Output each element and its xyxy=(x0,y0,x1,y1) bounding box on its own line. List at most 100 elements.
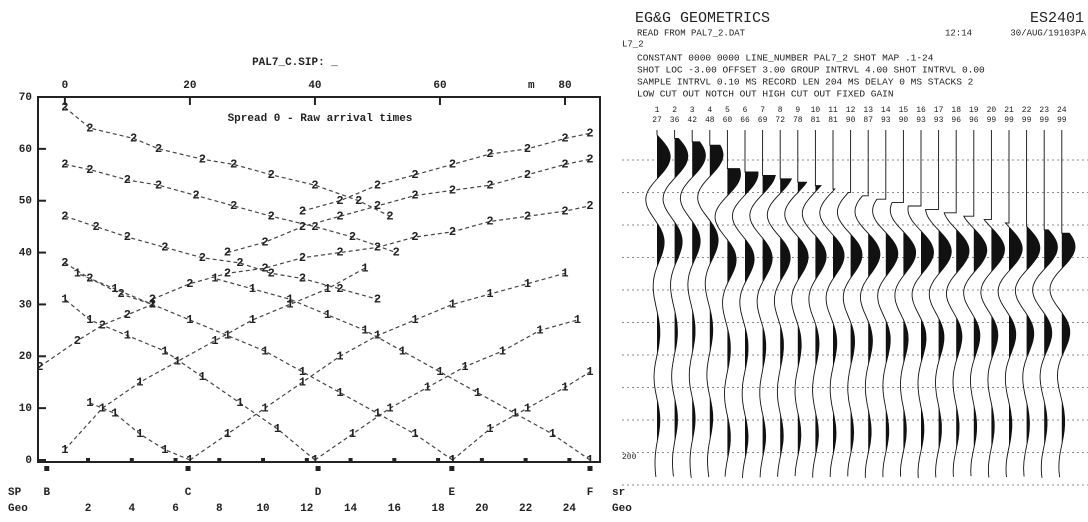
arrival-line xyxy=(452,371,591,461)
arrival-marker: 2 xyxy=(449,225,456,239)
arrival-marker: 2 xyxy=(524,209,531,223)
arrival-marker: 1 xyxy=(224,329,231,343)
trace-fill xyxy=(762,175,776,478)
arrival-marker: 1 xyxy=(461,360,468,374)
arrival-marker: 1 xyxy=(449,453,456,467)
arrival-marker: 1 xyxy=(124,329,131,343)
channel-number: 16 xyxy=(916,106,926,115)
channel-gain: 99 xyxy=(1039,116,1049,125)
x-tick-label: 80 xyxy=(558,80,571,92)
arrival-marker: 2 xyxy=(261,235,268,249)
source: READ FROM PAL7_2.DAT xyxy=(637,28,746,38)
arrival-marker: 2 xyxy=(486,215,493,229)
trace xyxy=(731,130,759,478)
geophone-tick xyxy=(523,458,528,462)
trace xyxy=(679,130,706,478)
channel-gain: 99 xyxy=(1004,116,1014,125)
shot-marker xyxy=(44,466,50,471)
arrival-line xyxy=(152,205,591,300)
brand: EG&G GEOMETRICS xyxy=(635,10,770,27)
time-label: 200 xyxy=(622,453,637,462)
channel-gain: 99 xyxy=(987,116,997,125)
channel-gain: 96 xyxy=(969,116,979,125)
arrival-marker: 1 xyxy=(536,324,543,338)
trace-fill xyxy=(709,145,723,478)
channel-gain: 72 xyxy=(775,116,785,125)
date: 30/AUG/19103PA xyxy=(1010,28,1086,38)
arrival-marker: 1 xyxy=(336,386,343,400)
channel-number: 20 xyxy=(987,106,997,115)
channel-number: 22 xyxy=(1022,106,1032,115)
arrival-line xyxy=(227,158,591,254)
trace xyxy=(784,130,809,477)
arrival-marker: 1 xyxy=(99,401,106,415)
arrival-marker: 2 xyxy=(311,178,318,192)
trace-fill xyxy=(991,219,1005,478)
arrival-marker: 1 xyxy=(586,453,593,467)
arrival-marker: 1 xyxy=(274,422,281,436)
arrival-line xyxy=(77,272,453,461)
channel-number: 2 xyxy=(672,106,677,115)
arrival-marker: 2 xyxy=(336,194,343,208)
channel-gain: 96 xyxy=(951,116,961,125)
arrival-marker: 1 xyxy=(499,344,506,358)
arrival-marker: 1 xyxy=(86,313,93,327)
arrival-marker: 2 xyxy=(393,246,400,260)
trace xyxy=(662,130,689,477)
arrival-marker: 2 xyxy=(486,147,493,161)
arrival-line xyxy=(302,132,591,212)
arrival-marker: 1 xyxy=(261,344,268,358)
channel-gain: 93 xyxy=(881,116,891,125)
channel-gain: 99 xyxy=(1057,116,1067,125)
arrival-marker: 2 xyxy=(61,158,68,172)
arrival-marker: 1 xyxy=(374,329,381,343)
arrival-line xyxy=(64,298,316,461)
shot-label: E xyxy=(449,487,456,499)
geo-label: 16 xyxy=(388,503,401,515)
geo-label: 4 xyxy=(128,503,135,515)
arrival-marker: 1 xyxy=(424,381,431,395)
arrival-marker: 2 xyxy=(561,204,568,218)
arrival-line xyxy=(189,272,566,461)
plot-frame xyxy=(37,96,601,463)
arrival-marker: 2 xyxy=(449,184,456,198)
shot-label: B xyxy=(43,487,50,499)
arrival-marker: 1 xyxy=(311,453,318,467)
trace-fill xyxy=(815,185,827,478)
trace-fill xyxy=(1009,223,1023,478)
channel-gain: 99 xyxy=(1022,116,1032,125)
geo-label: 2 xyxy=(85,503,92,515)
arrival-marker: 1 xyxy=(299,375,306,389)
trace-fill xyxy=(1026,226,1040,478)
trace xyxy=(697,130,724,478)
trace-fill xyxy=(674,138,688,478)
arrival-marker: 2 xyxy=(561,132,568,146)
arrival-marker: 2 xyxy=(336,282,343,296)
arrival-marker: 1 xyxy=(386,401,393,415)
shot-label: F xyxy=(587,487,594,499)
geophone-tick xyxy=(261,458,266,462)
arrival-marker: 1 xyxy=(549,427,556,441)
arrival-marker: 1 xyxy=(524,277,531,291)
model: ES2401 xyxy=(1030,10,1084,27)
shot-marker xyxy=(315,466,321,471)
arrival-marker: 1 xyxy=(74,266,81,280)
arrival-marker: 1 xyxy=(349,427,356,441)
channel-gain: 60 xyxy=(723,116,733,125)
arrival-marker: 2 xyxy=(224,266,231,280)
arrival-marker: 1 xyxy=(311,453,318,467)
arrival-marker: 2 xyxy=(124,230,131,244)
trace-fill xyxy=(745,172,758,478)
channel-number: 23 xyxy=(1039,106,1049,115)
arrival-marker: 2 xyxy=(268,168,275,182)
arrival-marker: 2 xyxy=(449,158,456,172)
annotation: Spread 0 - Raw arrival times xyxy=(228,113,413,125)
channel-gain: 90 xyxy=(899,116,909,125)
geo-row-label: Geo xyxy=(8,503,28,515)
arrival-marker: 2 xyxy=(186,277,193,291)
arrival-marker: 2 xyxy=(149,292,156,306)
arrival-marker: 2 xyxy=(224,246,231,260)
arrival-marker: 2 xyxy=(86,121,93,135)
header-line: SHOT LOC -3.00 OFFSET 3.00 GROUP INTRVL … xyxy=(637,65,985,76)
